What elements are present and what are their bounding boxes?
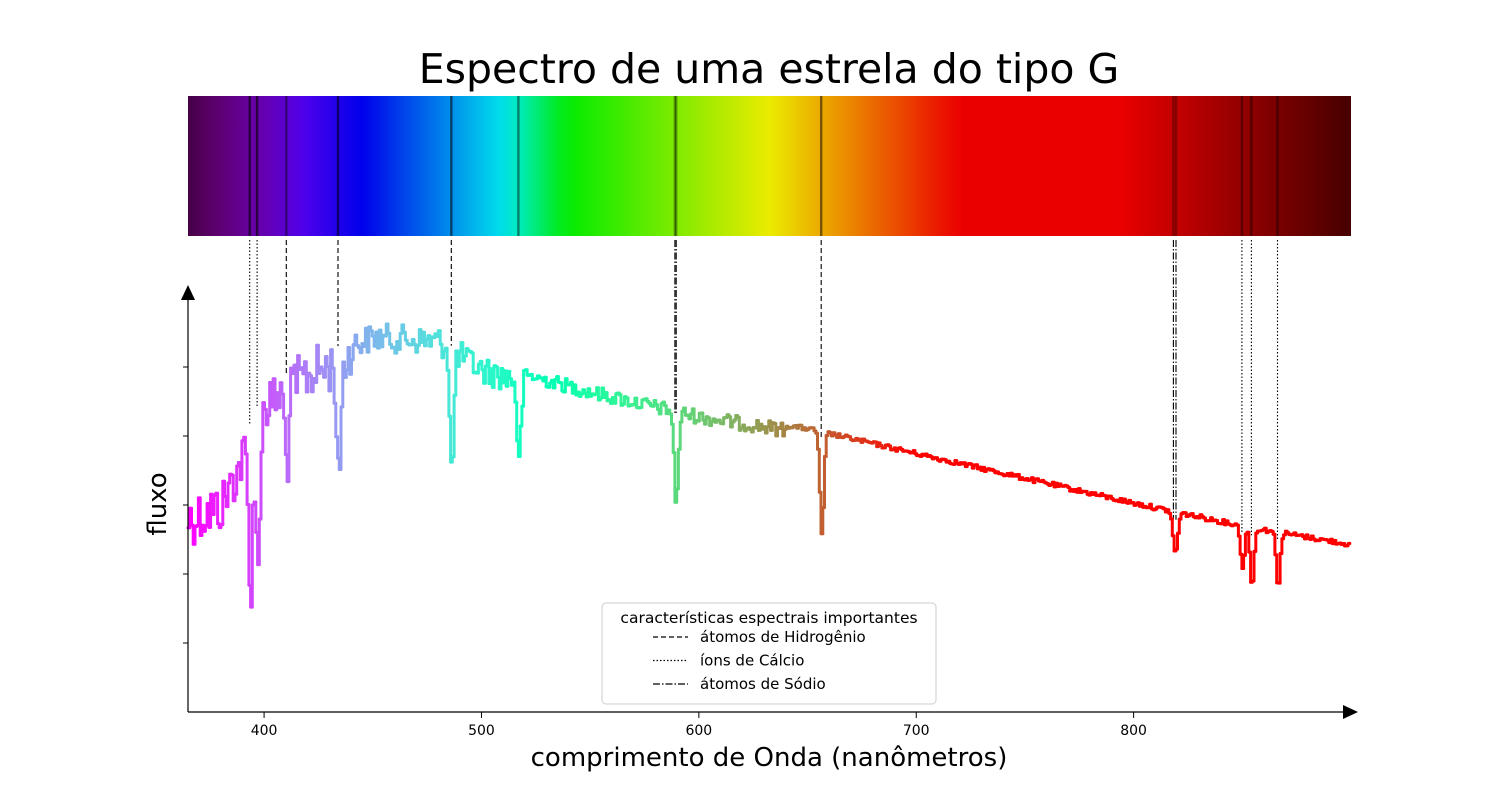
band-absorption-line <box>285 96 288 236</box>
feature-markers <box>249 240 1279 540</box>
x-tick-label: 500 <box>468 723 495 739</box>
legend-title: características espectrais importantes <box>620 609 917 627</box>
legend-box <box>601 602 937 705</box>
band-absorption-line <box>450 96 453 236</box>
spectrum-line <box>186 322 1352 609</box>
chart-title: Espectro de uma estrela do tipo G <box>419 45 1119 93</box>
legend: características espectrais importantes á… <box>601 602 937 705</box>
band-absorption-line <box>255 96 259 236</box>
x-tick-label: 700 <box>903 723 930 739</box>
spectrum-band <box>188 96 1351 236</box>
x-axis-arrow-icon <box>1343 705 1358 719</box>
band-absorption-line <box>1172 96 1175 236</box>
band-absorption-line <box>675 96 678 236</box>
band-absorption-line <box>1240 96 1244 236</box>
band-absorption-line <box>673 96 677 236</box>
band-absorption-line <box>1174 96 1178 236</box>
band-absorption-line <box>1250 96 1253 236</box>
x-axis-label: comprimento de Onda (nanômetros) <box>531 743 1008 773</box>
y-axis-arrow-icon <box>181 285 195 300</box>
legend-label-hydrogen: átomos de Hidrogênio <box>700 628 866 646</box>
x-tick-label: 800 <box>1120 723 1147 739</box>
band-absorption-line <box>517 96 520 236</box>
legend-label-calcium: íons de Cálcio <box>700 652 804 670</box>
band-absorption-line <box>336 96 340 236</box>
band-absorption-line <box>820 96 823 236</box>
y-axis-label: fluxo <box>143 472 173 535</box>
legend-label-sodium: átomos de Sódio <box>700 675 826 693</box>
band-absorption-line <box>248 96 251 236</box>
spectrum-band-gradient <box>188 96 1351 236</box>
x-tick-label: 600 <box>685 723 712 739</box>
x-tick-label: 400 <box>251 723 278 739</box>
axes: 400 500 600 700 800 <box>181 285 1358 739</box>
band-absorption-line <box>1276 96 1279 236</box>
